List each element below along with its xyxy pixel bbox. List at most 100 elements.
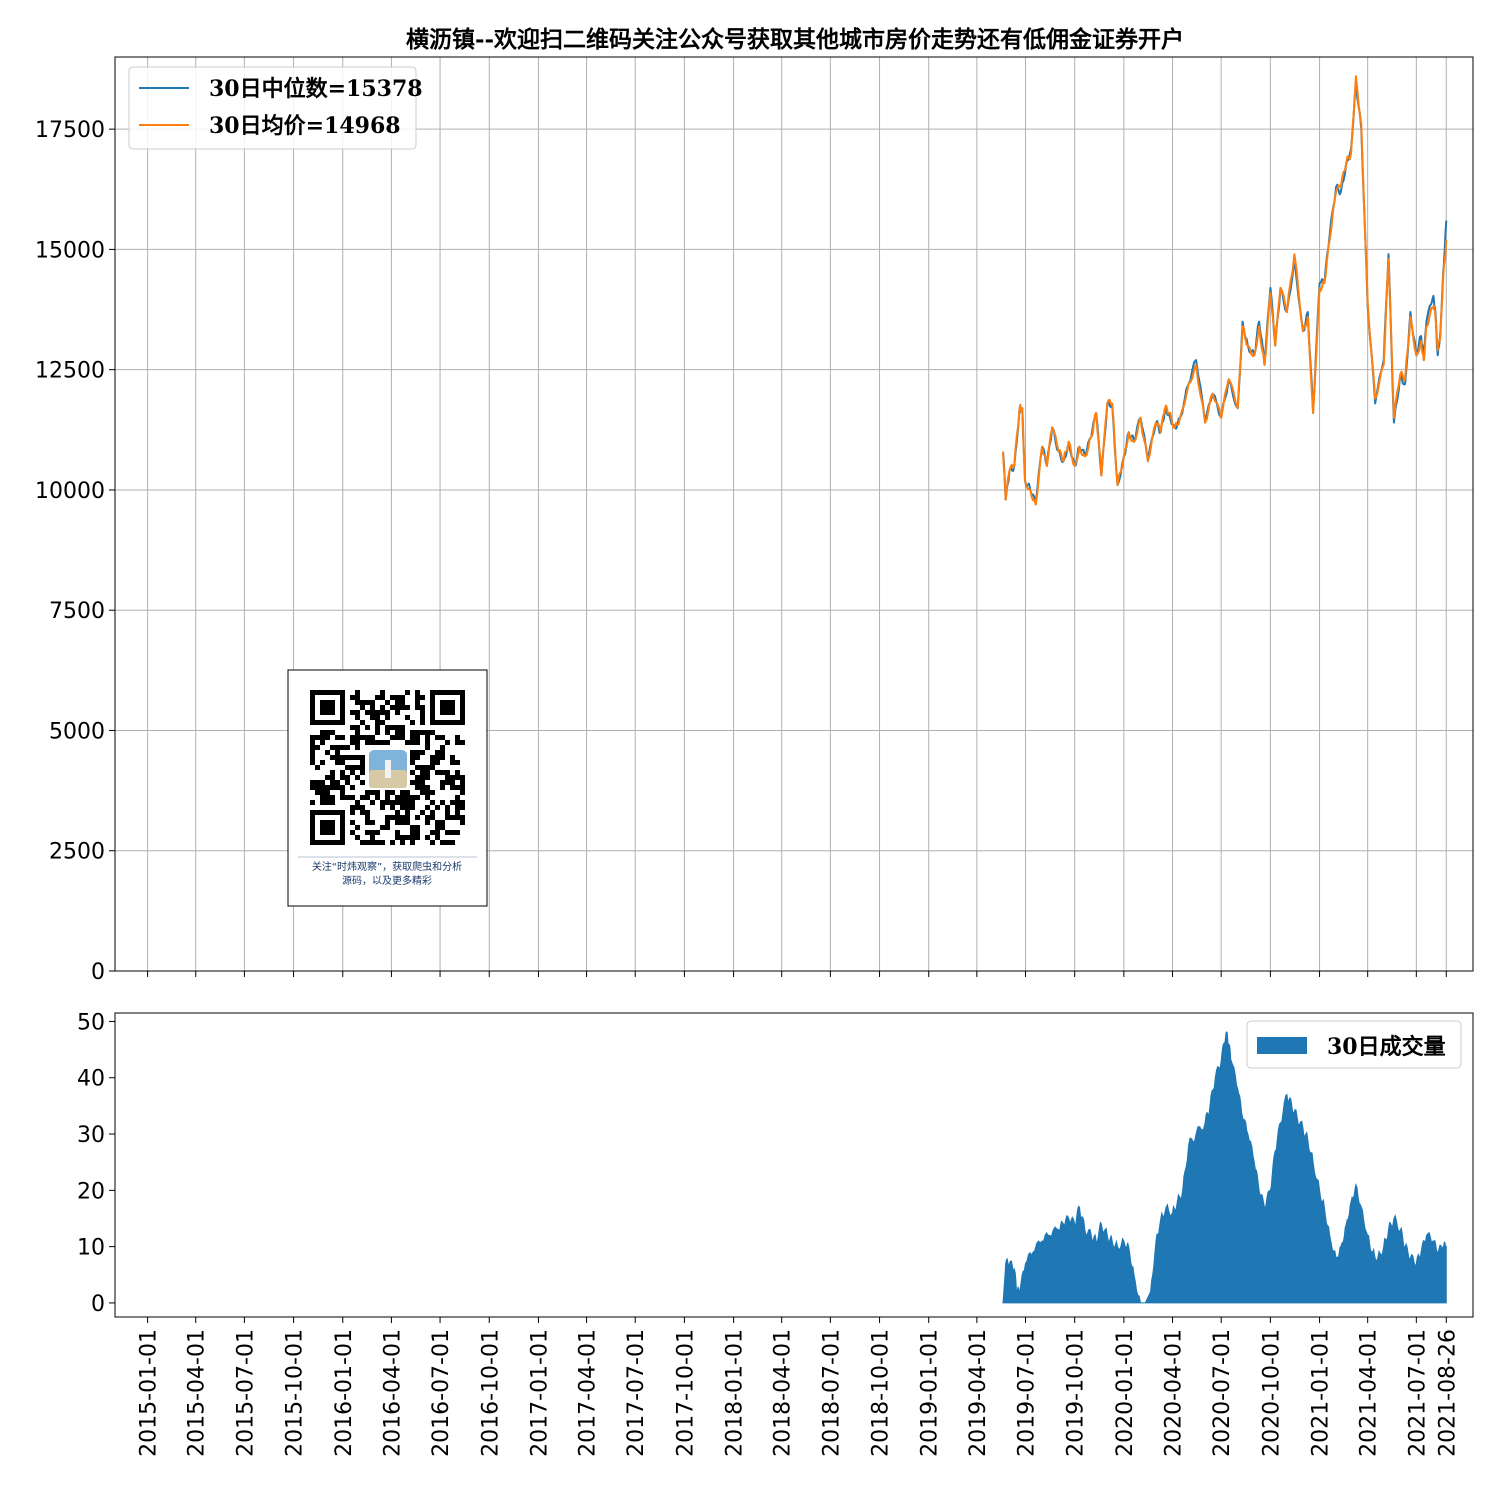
bottom-ytick-label: 30 (77, 1123, 105, 1148)
qr-module (355, 735, 360, 740)
qr-module (435, 750, 440, 755)
qr-module (365, 820, 370, 825)
qr-module (425, 795, 430, 800)
legend-label-mean: 30日均价=14968 (209, 113, 401, 139)
qr-module (390, 840, 395, 845)
qr-module (330, 755, 335, 760)
qr-module (360, 720, 365, 725)
qr-module (370, 820, 375, 825)
qr-module (415, 695, 420, 700)
qr-module (330, 795, 335, 800)
qr-module (410, 840, 415, 845)
qr-module (350, 725, 355, 730)
qr-module (345, 755, 350, 760)
qr-module (360, 840, 365, 845)
qr-module (310, 800, 315, 805)
qr-module (345, 795, 350, 800)
qr-module (380, 695, 385, 700)
qr-module (415, 730, 420, 735)
qr-module (425, 770, 430, 775)
qr-module (380, 740, 385, 745)
qr-module (355, 825, 360, 830)
qr-module (435, 760, 440, 765)
qr-module (410, 830, 415, 835)
top-ytick-label: 0 (91, 960, 105, 985)
qr-module (385, 710, 390, 715)
bottom-xtick-label: 2015-04-01 (185, 1329, 210, 1457)
qr-module (365, 735, 370, 740)
qr-module (395, 700, 400, 705)
qr-module (460, 785, 465, 790)
qr-module (350, 765, 355, 770)
qr-module (330, 775, 335, 780)
qr-module (375, 715, 380, 720)
qr-module (455, 815, 460, 820)
bottom-xtick-label: 2015-01-01 (137, 1329, 162, 1457)
qr-module (310, 750, 315, 755)
qr-module (460, 780, 465, 785)
qr-module (355, 775, 360, 780)
bottom-xtick-label: 2016-04-01 (380, 1329, 405, 1457)
top-legend-box (128, 66, 417, 150)
qr-module (315, 785, 320, 790)
qr-module (325, 775, 330, 780)
bottom-legend-box (1246, 1020, 1462, 1069)
qr-module (335, 785, 340, 790)
bottom-xtick-label: 2018-07-01 (819, 1329, 844, 1457)
qr-module (415, 775, 420, 780)
bottom-xtick-label: 2020-07-01 (1210, 1329, 1235, 1457)
qr-module (440, 750, 445, 755)
qr-module (395, 830, 400, 835)
qr-module (415, 740, 420, 745)
qr-module (410, 825, 415, 830)
qr-module (455, 785, 460, 790)
volume-series-group (1002, 1031, 1447, 1304)
qr-module (375, 830, 380, 835)
qr-module (420, 770, 425, 775)
bottom-xtick-label: 2021-08-26 (1435, 1329, 1460, 1457)
top-ytick-label: 17500 (35, 118, 105, 143)
qr-module (415, 815, 420, 820)
qr-module (425, 785, 430, 790)
qr-module (390, 815, 395, 820)
bottom-xtick-label: 2021-07-01 (1405, 1329, 1430, 1457)
qr-module (350, 740, 355, 745)
qr-module (450, 840, 455, 845)
qr-module (455, 810, 460, 815)
qr-module (440, 840, 445, 845)
qr-module (335, 755, 340, 760)
qr-module (315, 780, 320, 785)
qr-finder-inner (440, 700, 455, 715)
legend-label-volume: 30日成交量 (1327, 1034, 1446, 1060)
qr-module (405, 795, 410, 800)
qr-module (355, 800, 360, 805)
qr-module (420, 730, 425, 735)
qr-module (370, 790, 375, 795)
top-axes-frame (114, 56, 1474, 972)
qr-module (375, 725, 380, 730)
qr-module (380, 720, 385, 725)
qr-module (355, 765, 360, 770)
qr-module (430, 790, 435, 795)
qr-module (445, 840, 450, 845)
qr-module (370, 735, 375, 740)
qr-module (400, 730, 405, 735)
qr-module (360, 795, 365, 800)
qr-module (420, 705, 425, 710)
qr-module (330, 730, 335, 735)
qr-module (325, 750, 330, 755)
qr-module (310, 785, 315, 790)
qr-module (325, 790, 330, 795)
qr-module (360, 780, 365, 785)
qr-module (375, 730, 380, 735)
qr-module (415, 690, 420, 695)
qr-module (345, 745, 350, 750)
qr-module (425, 775, 430, 780)
qr-module (430, 755, 435, 760)
qr-module (410, 805, 415, 810)
qr-module (330, 770, 335, 775)
qr-module (365, 790, 370, 795)
qr-module (455, 740, 460, 745)
qr-module (415, 700, 420, 705)
